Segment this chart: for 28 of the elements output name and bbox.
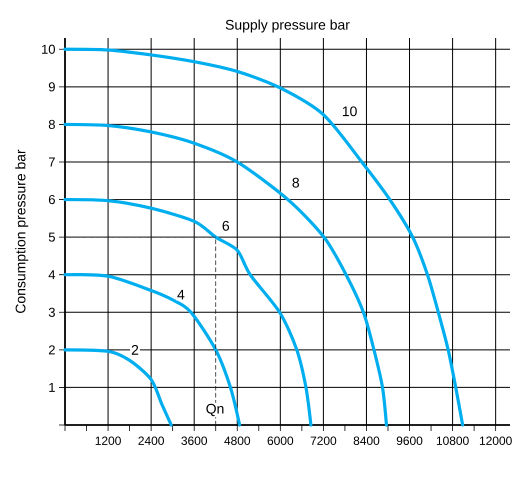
y-tick-label: 10 <box>42 44 55 54</box>
chart-title: Supply pressure bar <box>226 19 350 32</box>
y-tick-label: 2 <box>48 345 55 354</box>
y-tick-label: 3 <box>48 308 55 317</box>
y-tick-label: 1 <box>49 382 55 392</box>
annotation: 6 <box>222 220 230 231</box>
y-tick-label: 5 <box>48 232 55 242</box>
y-tick-label: 6 <box>48 194 55 204</box>
annotation: Qn <box>206 404 224 416</box>
x-tick-label: 10800 <box>436 436 469 445</box>
annotation: 10 <box>342 106 357 116</box>
y-tick-label: 8 <box>48 120 55 129</box>
x-tick-label: 9600 <box>396 436 422 445</box>
annotation: 2 <box>132 344 138 355</box>
y-axis-title: Consumption pressure bar <box>15 150 28 313</box>
y-tick-label: 9 <box>48 82 55 92</box>
y-tick-label: 7 <box>48 158 55 166</box>
x-tick-label: 1200 <box>96 436 121 445</box>
x-tick-label: 2400 <box>138 436 164 445</box>
y-tick-label: 4 <box>48 270 56 280</box>
annotation: 8 <box>292 178 300 188</box>
x-tick-label: 7200 <box>310 436 336 445</box>
x-tick-label: 6000 <box>268 436 294 445</box>
x-tick-label: 3600 <box>181 436 208 445</box>
x-tick-label: 8400 <box>354 436 380 445</box>
x-tick-label: 12000 <box>480 436 512 445</box>
annotation: 4 <box>177 290 184 300</box>
x-tick-label: 4800 <box>224 436 250 445</box>
